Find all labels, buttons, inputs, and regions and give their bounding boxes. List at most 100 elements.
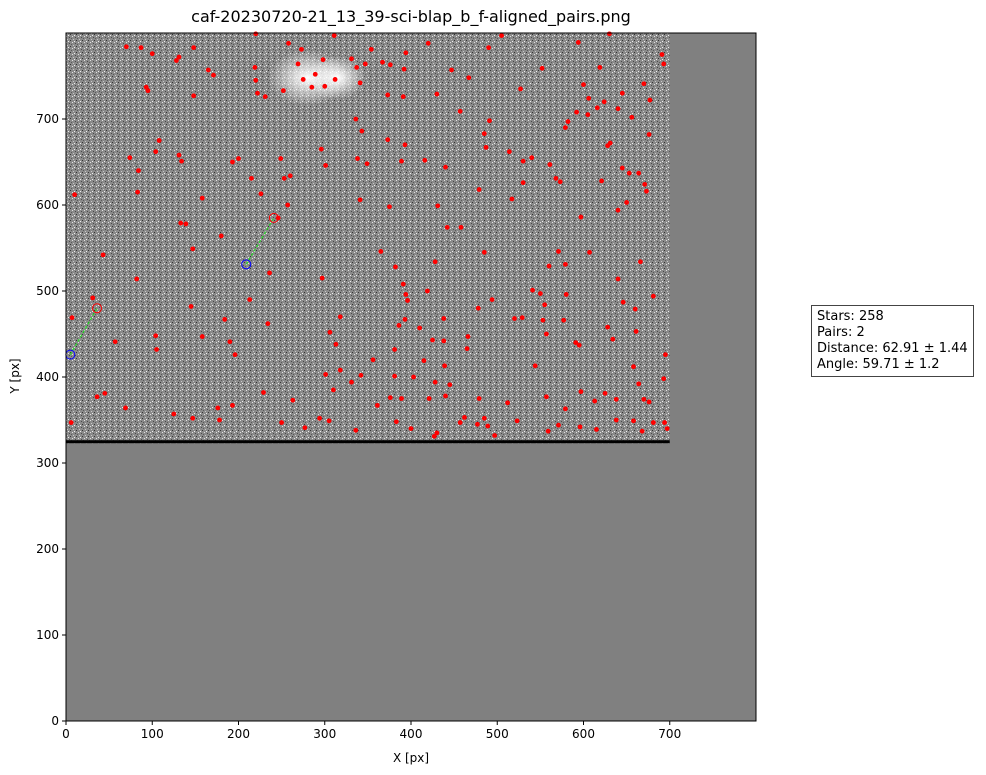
star-point — [546, 263, 552, 269]
star-point — [431, 433, 437, 439]
star-point — [374, 402, 380, 408]
star-point — [392, 373, 398, 379]
star-point — [631, 364, 636, 370]
star-point — [401, 66, 407, 72]
star-point — [190, 415, 196, 421]
star-point — [387, 62, 393, 68]
star-point — [426, 396, 432, 401]
star-point — [199, 195, 205, 201]
star-point — [362, 61, 368, 67]
star-point — [629, 114, 635, 120]
star-point — [217, 417, 222, 423]
star-point — [368, 46, 374, 52]
star-point — [68, 420, 74, 425]
star-point — [261, 390, 266, 395]
chart-title: caf-20230720-21_13_39-sci-blap_b_f-align… — [191, 7, 631, 26]
star-point — [102, 390, 108, 396]
star-point — [330, 387, 336, 393]
star-point — [646, 132, 652, 137]
x-tick-label: 0 — [62, 727, 70, 741]
star-point — [285, 202, 291, 208]
star-point — [218, 233, 224, 239]
star-point — [664, 426, 670, 431]
star-point — [191, 93, 197, 99]
star-point — [112, 339, 118, 345]
star-point — [422, 157, 428, 163]
star-point — [149, 51, 155, 57]
pair-end-marker — [268, 212, 279, 223]
star-point — [615, 106, 621, 112]
x-tick-label: 700 — [658, 727, 681, 741]
star-point — [323, 163, 329, 168]
star-point — [457, 108, 463, 114]
sky-image — [66, 33, 670, 444]
star-point — [402, 316, 408, 322]
star-point — [318, 146, 324, 152]
star-point — [636, 381, 642, 387]
star-point — [544, 331, 549, 337]
star-point — [399, 396, 404, 401]
star-point — [402, 142, 408, 148]
star-point — [191, 45, 197, 51]
star-point — [562, 261, 568, 267]
star-point — [594, 427, 599, 432]
star-point — [606, 31, 612, 37]
star-point — [290, 397, 296, 403]
star-point — [547, 162, 553, 167]
star-point — [134, 276, 140, 282]
star-point — [153, 333, 159, 339]
star-point — [642, 181, 648, 187]
star-point — [553, 175, 559, 181]
star-point — [255, 90, 260, 96]
star-point — [355, 156, 360, 161]
star-point — [489, 297, 495, 302]
star-point — [247, 297, 253, 302]
star-point — [435, 203, 441, 209]
star-point — [556, 249, 561, 254]
star-point — [481, 415, 487, 421]
star-point — [392, 347, 398, 352]
star-point — [265, 321, 271, 327]
star-point — [94, 394, 100, 400]
star-point — [262, 94, 268, 100]
star-point — [610, 336, 616, 342]
star-point — [509, 196, 515, 202]
star-point — [430, 337, 435, 343]
star-point — [127, 155, 133, 161]
star-point — [561, 317, 567, 323]
star-point — [253, 77, 259, 83]
star-point — [530, 287, 536, 293]
pair-line — [69, 307, 98, 355]
star-point — [641, 81, 647, 87]
star-point — [641, 396, 647, 402]
star-point — [400, 281, 406, 287]
star-point — [215, 405, 221, 411]
star-point — [578, 214, 584, 220]
star-point — [475, 421, 480, 427]
star-point — [597, 65, 603, 70]
star-point — [659, 52, 665, 57]
star-point — [562, 406, 568, 412]
x-tick-label: 100 — [141, 727, 164, 741]
star-point — [565, 119, 571, 124]
star-point — [357, 80, 363, 86]
star-point — [337, 367, 343, 373]
star-point — [408, 426, 414, 431]
star-point — [615, 207, 621, 213]
star-point — [138, 45, 144, 51]
x-axis-label: X [px] — [393, 751, 429, 765]
star-point — [295, 61, 301, 67]
star-point — [574, 109, 579, 115]
star-point — [174, 58, 179, 63]
image-noise — [66, 33, 670, 444]
stars-count: Stars: 258 — [817, 309, 884, 324]
star-point — [317, 415, 322, 421]
star-point — [258, 191, 264, 197]
star-point — [644, 188, 649, 194]
star-point — [520, 180, 526, 186]
pair-start-marker — [241, 259, 252, 270]
star-point — [481, 249, 487, 255]
star-point — [267, 270, 272, 276]
y-tick-label: 0 — [51, 714, 59, 728]
